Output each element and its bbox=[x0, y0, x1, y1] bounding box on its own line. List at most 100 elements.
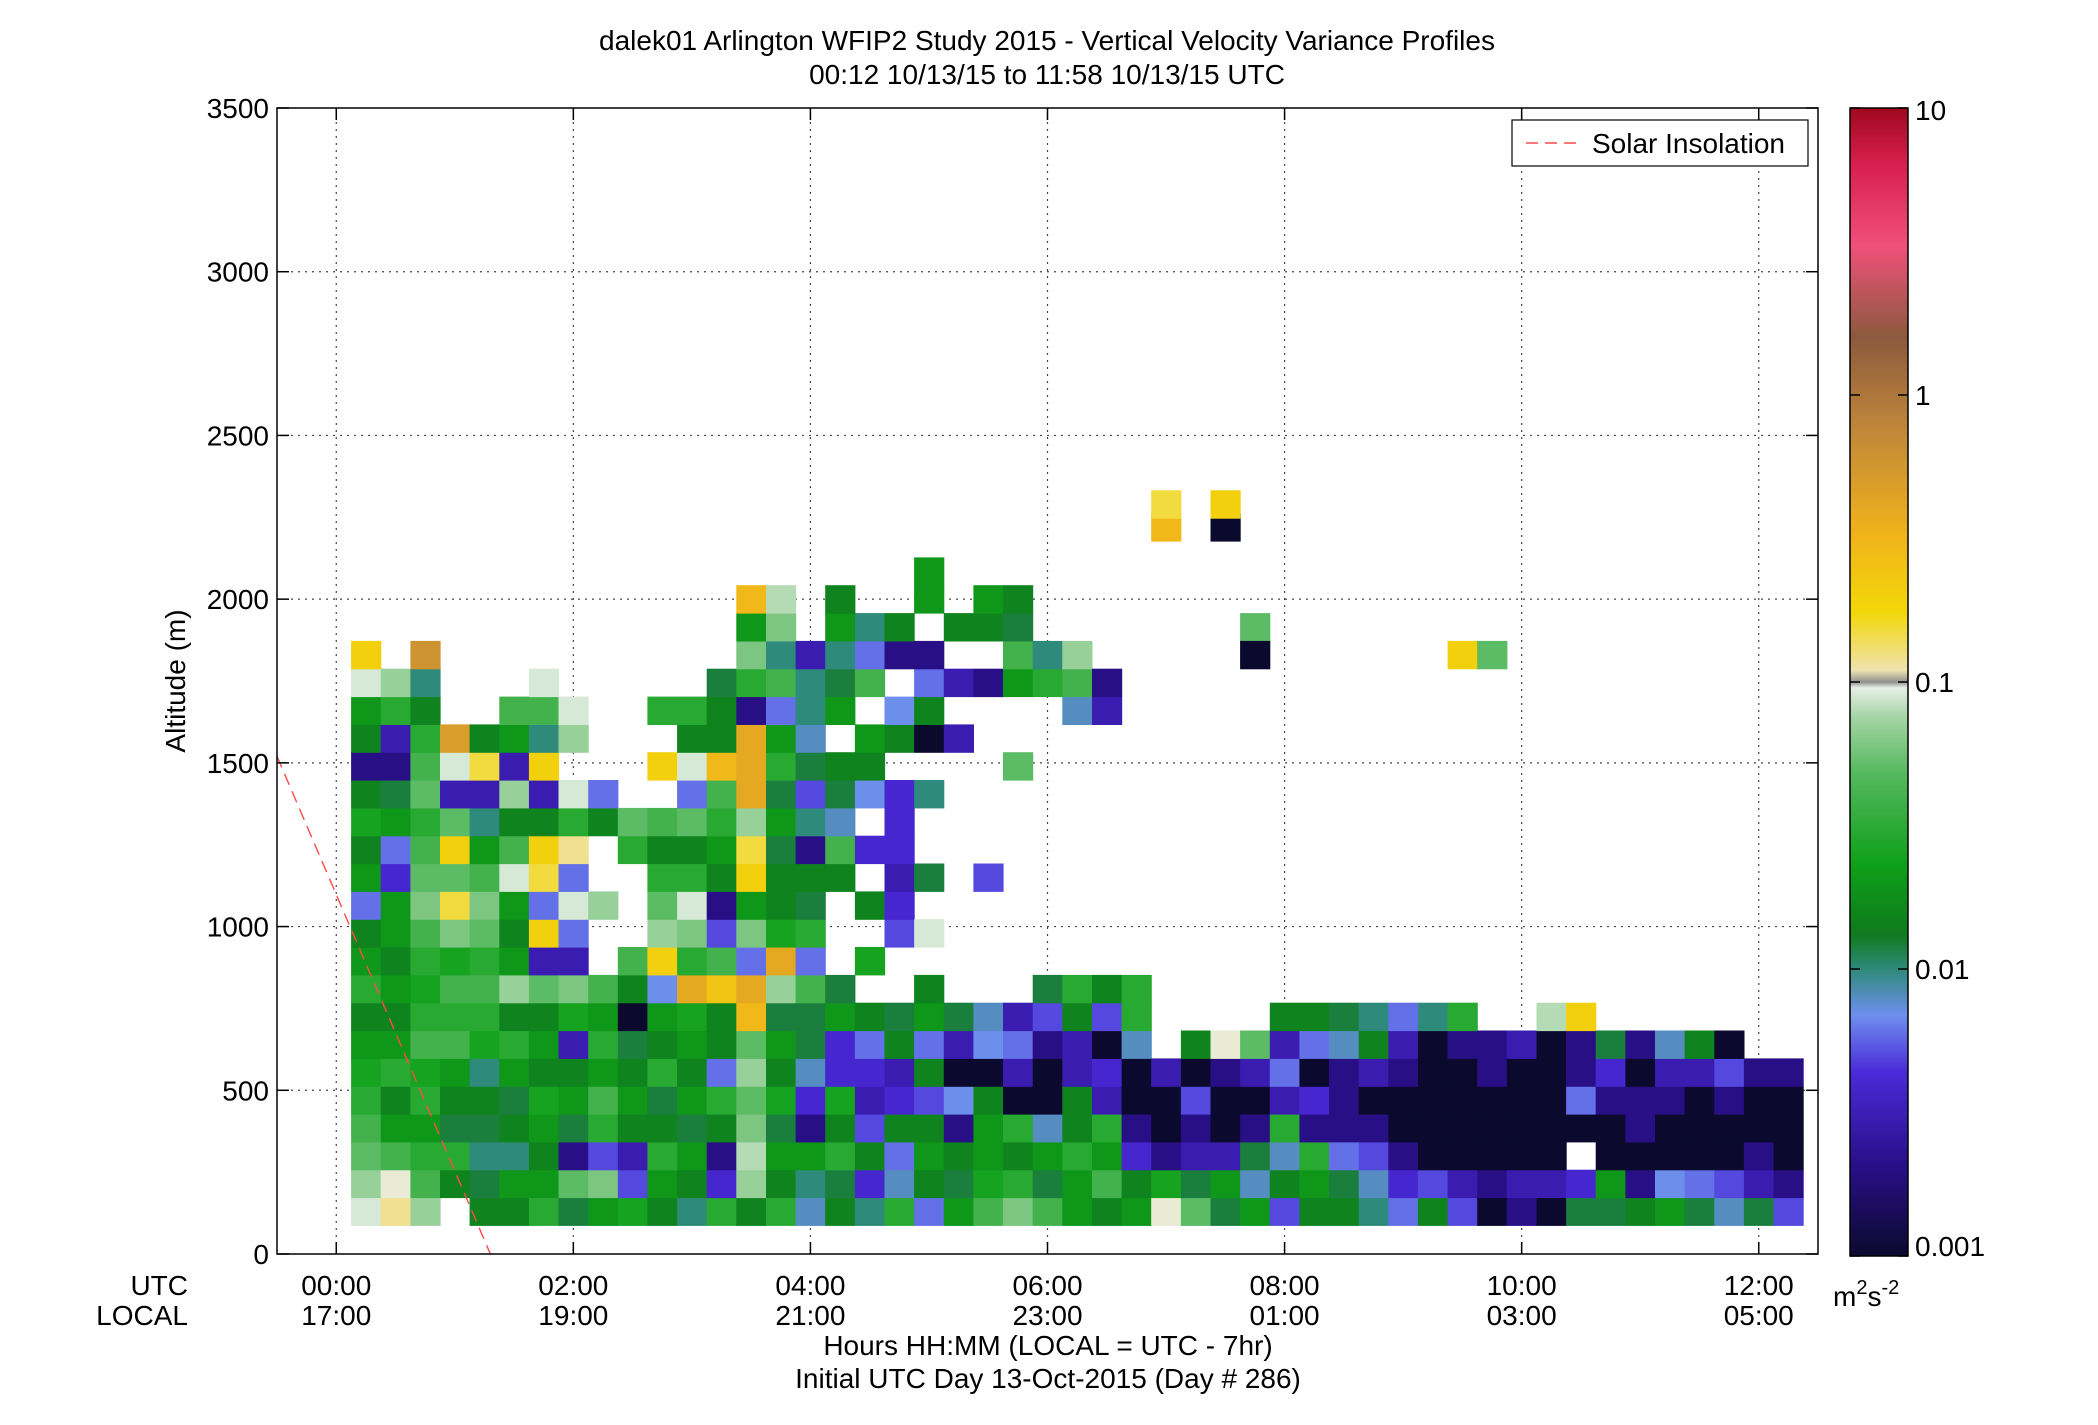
heatmap-cell bbox=[528, 752, 560, 781]
heatmap-cell bbox=[766, 668, 797, 698]
heatmap-cell bbox=[440, 1169, 471, 1199]
heatmap-cell bbox=[825, 1141, 856, 1171]
heatmap-cell bbox=[1032, 1197, 1063, 1226]
heatmap-cell bbox=[499, 863, 530, 892]
x-tick-label-local: 01:00 bbox=[1250, 1300, 1320, 1331]
heatmap-cell bbox=[736, 780, 767, 809]
heatmap-cell bbox=[825, 640, 856, 670]
heatmap-cell bbox=[766, 640, 797, 670]
heatmap-cell bbox=[795, 780, 826, 809]
heatmap-cell bbox=[1121, 1030, 1152, 1059]
heatmap-cell bbox=[410, 724, 441, 753]
heatmap-cell bbox=[469, 807, 500, 837]
heatmap-cell bbox=[440, 1058, 471, 1087]
heatmap-cell bbox=[558, 807, 589, 837]
heatmap-cell bbox=[736, 1002, 767, 1032]
heatmap-cell bbox=[440, 752, 471, 781]
heatmap-cell bbox=[410, 780, 441, 809]
heatmap-cell bbox=[1092, 696, 1123, 725]
heatmap-cell bbox=[825, 1030, 856, 1059]
heatmap-cell bbox=[1092, 1058, 1123, 1087]
x-tick-label-local: 19:00 bbox=[538, 1300, 608, 1331]
heatmap-cell bbox=[1003, 613, 1034, 642]
heatmap-cell bbox=[499, 835, 530, 865]
heatmap-cell bbox=[1684, 1169, 1715, 1199]
heatmap-cell bbox=[736, 947, 767, 976]
colorbar-tick-label: 0.001 bbox=[1915, 1231, 1985, 1262]
heatmap-cell bbox=[588, 1141, 619, 1171]
heatmap-cell bbox=[1062, 1002, 1093, 1032]
heatmap-cell bbox=[677, 1141, 708, 1171]
heatmap-cell bbox=[351, 1197, 382, 1226]
heatmap-cell bbox=[1506, 1058, 1537, 1087]
heatmap-cell bbox=[706, 1169, 737, 1199]
heatmap-cell bbox=[677, 835, 708, 865]
heatmap-cell bbox=[1180, 1058, 1212, 1087]
heatmap-cell bbox=[1210, 1141, 1241, 1171]
y-tick-label: 1500 bbox=[207, 748, 269, 779]
heatmap-cell bbox=[677, 974, 708, 1004]
heatmap-cell bbox=[647, 696, 678, 725]
heatmap-cell bbox=[1092, 1114, 1123, 1143]
heatmap-cell bbox=[795, 863, 826, 892]
heatmap-cell bbox=[706, 668, 737, 698]
legend: Solar Insolation bbox=[1511, 119, 1809, 167]
heatmap-cell bbox=[528, 807, 560, 837]
y-tick-label: 500 bbox=[222, 1075, 269, 1106]
heatmap-cell bbox=[677, 1030, 708, 1059]
heatmap-cell bbox=[1655, 1141, 1686, 1171]
heatmap-cell bbox=[1092, 1086, 1123, 1115]
heatmap-cell bbox=[617, 807, 648, 837]
heatmap-cell bbox=[1121, 1114, 1152, 1143]
heatmap-cell bbox=[1506, 1197, 1537, 1226]
heatmap-cell bbox=[1447, 1058, 1478, 1087]
heatmap-cell bbox=[825, 1197, 856, 1226]
heatmap-cell bbox=[647, 1197, 678, 1226]
heatmap-cell bbox=[1092, 668, 1123, 698]
y-tick-label: 0 bbox=[253, 1239, 269, 1270]
heatmap-cell bbox=[884, 724, 915, 753]
heatmap-cell bbox=[1240, 1141, 1271, 1171]
heatmap-cell bbox=[1625, 1114, 1656, 1143]
heatmap-cell bbox=[1240, 640, 1271, 670]
heatmap-cell bbox=[1714, 1058, 1745, 1087]
heatmap-cell bbox=[943, 1002, 974, 1032]
heatmap-cell bbox=[914, 585, 945, 614]
heatmap-cell bbox=[884, 863, 915, 892]
heatmap-cell bbox=[1506, 1169, 1537, 1199]
heatmap-cell bbox=[884, 891, 915, 920]
heatmap-cell bbox=[677, 1169, 708, 1199]
heatmap-cell bbox=[706, 974, 737, 1004]
heatmap-cell bbox=[558, 919, 589, 948]
heatmap-cell bbox=[854, 1002, 886, 1032]
heatmap-cell bbox=[1655, 1114, 1686, 1143]
heatmap-cell bbox=[854, 613, 886, 642]
heatmap-cell bbox=[914, 863, 945, 892]
x-tick-label-utc: 00:00 bbox=[301, 1270, 371, 1301]
heatmap-cell bbox=[766, 585, 797, 614]
heatmap-cell bbox=[1417, 1141, 1449, 1171]
heatmap-cell bbox=[380, 1169, 411, 1199]
heatmap-cell bbox=[1062, 1086, 1093, 1115]
heatmap-cell bbox=[1773, 1197, 1804, 1226]
heatmap-cell bbox=[795, 947, 826, 976]
heatmap-cell bbox=[1240, 1086, 1271, 1115]
y-axis-ticks: 0 500 1000 1500 2000 2500 3000 3500 bbox=[207, 93, 1818, 1270]
heatmap-cell bbox=[499, 919, 530, 948]
heatmap-cell bbox=[1210, 1030, 1241, 1059]
heatmap-cell bbox=[410, 974, 441, 1004]
heatmap-cell bbox=[440, 919, 471, 948]
heatmap-cell bbox=[499, 1030, 530, 1059]
heatmap-cell bbox=[351, 835, 382, 865]
heatmap-cell bbox=[351, 1030, 382, 1059]
heatmap-cell bbox=[677, 696, 708, 725]
heatmap-cell bbox=[528, 1169, 560, 1199]
heatmap-cell bbox=[1358, 1141, 1389, 1171]
heatmap-cell bbox=[736, 1141, 767, 1171]
heatmap-cell bbox=[736, 863, 767, 892]
heatmap-cell bbox=[706, 947, 737, 976]
heatmap-cell bbox=[1299, 1197, 1330, 1226]
heatmap-cell bbox=[440, 974, 471, 1004]
heatmap-cell bbox=[1714, 1169, 1745, 1199]
